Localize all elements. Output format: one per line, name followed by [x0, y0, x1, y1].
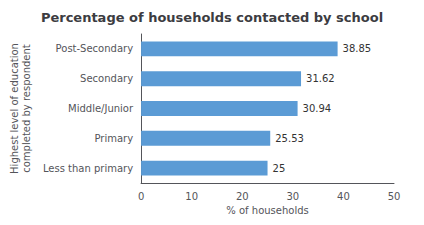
svg-text:% of households: % of households: [226, 205, 308, 216]
svg-text:Middle/Junior: Middle/Junior: [68, 103, 134, 114]
svg-text:completed by respondent: completed by respondent: [21, 44, 32, 173]
svg-text:31.62: 31.62: [306, 73, 335, 84]
svg-text:25.53: 25.53: [275, 133, 304, 144]
svg-text:50: 50: [388, 191, 401, 202]
svg-text:25: 25: [273, 163, 286, 174]
svg-text:30.94: 30.94: [303, 103, 332, 114]
svg-text:Primary: Primary: [94, 133, 133, 144]
svg-text:Post-Secondary: Post-Secondary: [56, 43, 134, 54]
svg-text:Less than primary: Less than primary: [43, 163, 133, 174]
svg-text:30: 30: [286, 191, 299, 202]
svg-text:40: 40: [337, 191, 350, 202]
svg-text:Highest level of education: Highest level of education: [9, 43, 20, 174]
svg-text:10: 10: [185, 191, 198, 202]
svg-text:38.85: 38.85: [343, 43, 372, 54]
svg-text:0: 0: [138, 191, 144, 202]
svg-text:Secondary: Secondary: [80, 73, 133, 84]
svg-text:20: 20: [236, 191, 249, 202]
svg-text:Percentage of households conta: Percentage of households contacted by sc…: [41, 10, 383, 25]
